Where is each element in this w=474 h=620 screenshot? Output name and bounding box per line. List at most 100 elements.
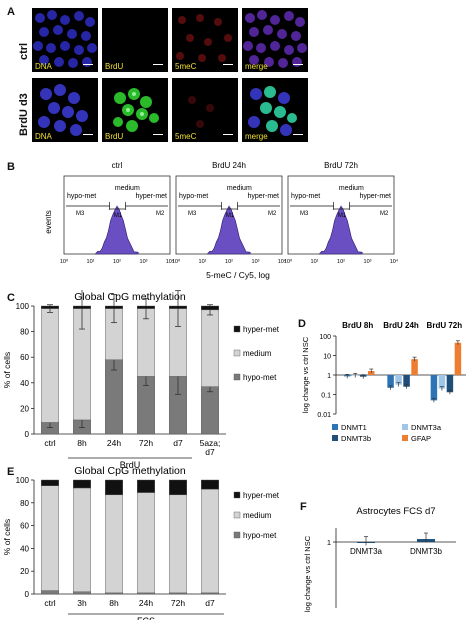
y-tick-label: 40 <box>20 544 29 553</box>
flow-x-tick: 10⁴ <box>390 258 399 265</box>
x-tick-label: d7 <box>205 447 215 457</box>
bar-segment <box>41 590 60 595</box>
flow-x-tick: 10¹ <box>311 259 319 265</box>
micro-brdu-dna: DNA <box>32 78 98 142</box>
x-tick-label: 24h <box>139 598 153 608</box>
x-tick-label: 72h <box>171 598 185 608</box>
bar-segment <box>41 305 60 309</box>
bar-segment <box>200 305 219 311</box>
legend-swatch <box>332 435 338 441</box>
micro-ctrl-5mec: 5meC <box>172 8 238 72</box>
bar-segment <box>168 479 187 496</box>
panel-b-flow-cytometry: events 5-meC / Cy5, log ctrl hypo-met medi… <box>44 161 399 280</box>
legend-label: medium <box>243 349 272 358</box>
cell-label-5mec: 5meC <box>175 62 197 71</box>
legend-label: DNMT3a <box>411 423 442 432</box>
gate-m1-label: M1 <box>226 213 235 219</box>
gate-m3-label: M3 <box>300 211 309 217</box>
row-label-ctrl: ctrl <box>18 42 30 60</box>
cell-label-dna: DNA <box>35 62 52 71</box>
cells-brdu-image <box>113 88 159 132</box>
cells-5mec-image <box>188 96 214 128</box>
y-tick-label: 20 <box>20 567 29 576</box>
gate-hypo-label: hypo-met <box>179 193 208 200</box>
cell-label-merge: merge <box>245 132 268 141</box>
flow-x-tick: 10³ <box>364 259 372 265</box>
x-tick-label: ctrl <box>44 438 55 448</box>
micro-ctrl-merge: merge <box>242 8 308 72</box>
bar-segment <box>104 494 123 594</box>
micro-ctrl-brdu: BrdU <box>102 8 168 72</box>
gate-medium-label: medium <box>227 185 252 192</box>
legend-label: hyper-met <box>243 325 280 334</box>
bar-segment <box>200 479 219 490</box>
bar-segment <box>72 479 91 489</box>
y-tick-label: 100 <box>16 302 30 311</box>
flow-x-tick: 10² <box>337 259 345 265</box>
panel-label-a: A <box>7 6 15 18</box>
bar-segment <box>41 485 60 591</box>
gate-m1-label: M1 <box>114 213 123 219</box>
y-axis-label: log change vs ctrl NSC <box>301 336 310 413</box>
gate-m2-label: M2 <box>268 211 277 217</box>
gate-hypo-label: hypo-met <box>67 193 96 200</box>
micro-brdu-5mec: 5meC <box>172 78 238 142</box>
bar-segment <box>41 308 60 423</box>
panel-d-chart: log change vs ctrl NSC 0.01 0.1 1 10 100 BrdU … <box>301 321 466 443</box>
legend-swatch <box>233 491 241 499</box>
legend-label: DNMT3b <box>341 434 371 443</box>
cells-dna-image <box>38 84 88 136</box>
gate-hyper-label: hyper-met <box>247 193 279 200</box>
y-axis-label: log change vs ctrl NSC <box>303 535 312 612</box>
legend-swatch <box>233 531 241 539</box>
y-tick-label: 20 <box>20 404 29 413</box>
y-tick-label: 60 <box>20 522 29 531</box>
y-tick-label: 0 <box>25 430 30 439</box>
panel-label-f: F <box>300 501 307 513</box>
flow-x-tick: 10⁰ <box>284 258 293 265</box>
x-tick-label: 8h <box>77 438 87 448</box>
x-tick-label: 24h <box>107 438 121 448</box>
bar <box>438 375 446 389</box>
bar <box>387 375 394 388</box>
legend-swatch <box>233 325 241 333</box>
x-tick-label: ctrl <box>44 598 55 608</box>
y-axis-label: % of cells <box>2 519 12 555</box>
chart-title: Global CpG methylation <box>74 465 186 477</box>
flow-histogram <box>207 205 251 255</box>
y-tick-label: 100 <box>319 334 331 341</box>
legend-label: hypo-met <box>243 373 277 382</box>
panel-label-d: D <box>298 318 306 330</box>
flow-x-tick: 10⁰ <box>172 258 181 265</box>
gate-m3-label: M3 <box>76 211 85 217</box>
panel-label-e: E <box>7 466 15 478</box>
bar-segment <box>136 479 155 493</box>
flow-plot-title: BrdU 72h <box>324 161 358 170</box>
flow-plot-title: BrdU 24h <box>212 161 246 170</box>
legend-label: medium <box>243 511 272 520</box>
cells-merge-image <box>243 10 307 68</box>
flow-y-label: events <box>44 210 53 234</box>
flow-x-tick: 10⁴ <box>278 258 287 265</box>
bar-segment <box>72 591 91 595</box>
flow-x-tick: 10⁴ <box>166 258 175 265</box>
y-axis-label: % of cells <box>2 352 12 388</box>
cell-label-5mec: 5meC <box>175 132 197 141</box>
legend-swatch <box>402 435 408 441</box>
gate-m2-label: M2 <box>156 211 165 217</box>
gate-medium-label: medium <box>339 185 364 192</box>
panel-label-b: B <box>7 161 15 173</box>
x-tick-label: 3h <box>77 598 87 608</box>
x-tick-label: 5aza; <box>200 438 221 448</box>
flow-x-tick: 10³ <box>140 259 148 265</box>
panel-f-chart: Astrocytes FCS d7 log change vs ctrl NSC 1… <box>303 506 456 612</box>
bar-segment <box>200 488 219 594</box>
legend-swatch <box>402 424 408 430</box>
bar-segment <box>168 494 187 594</box>
bar-segment <box>72 487 91 592</box>
bar <box>454 342 462 375</box>
bar-segment <box>200 386 219 435</box>
cells-5mec-image <box>176 14 232 62</box>
flow-histogram <box>95 205 139 255</box>
y-tick-label: 1 <box>327 538 331 547</box>
